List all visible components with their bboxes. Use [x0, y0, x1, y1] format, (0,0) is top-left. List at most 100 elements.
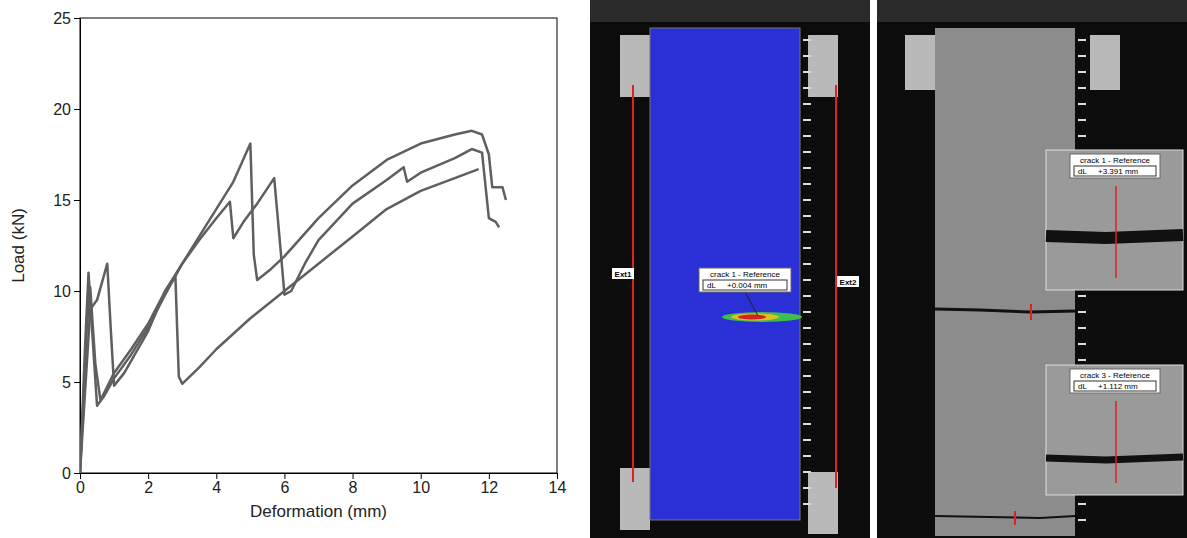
ruler-tick — [1078, 327, 1086, 329]
ruler-tick — [1078, 103, 1086, 105]
y-tick: 15 — [53, 192, 80, 209]
callout-key: dL — [1078, 382, 1087, 391]
ruler-tick — [803, 199, 811, 201]
inset-crack — [1046, 235, 1183, 238]
page: 024681012140510152025Deformation (mm)Loa… — [0, 0, 1187, 538]
callout-box — [1070, 154, 1160, 178]
callout-value: +1.112 mm — [1098, 382, 1138, 391]
x-tick: 12 — [480, 473, 498, 496]
callout-value-box — [703, 280, 787, 290]
x-tick: 8 — [349, 473, 358, 496]
ruler-tick — [803, 167, 811, 169]
ruler-tick — [803, 487, 811, 489]
ruler-tick — [803, 135, 811, 137]
ruler-tick — [803, 455, 811, 457]
ruler-tick — [1078, 135, 1086, 137]
ruler-tick — [803, 407, 811, 409]
callout-title: crack 1 - Reference — [1080, 156, 1150, 165]
x-tick-label: 12 — [480, 479, 498, 496]
y-tick-mark — [74, 200, 80, 201]
ruler-tick — [803, 343, 811, 345]
crack — [935, 309, 1075, 312]
callout-key: dL — [707, 281, 716, 290]
y-tick-label: 0 — [62, 465, 71, 482]
crack-strain-peak — [738, 315, 766, 320]
grip — [905, 35, 935, 90]
inset-crack — [1046, 457, 1183, 460]
x-tick: 2 — [144, 473, 153, 496]
ruler-tick — [803, 247, 811, 249]
y-tick: 0 — [62, 465, 80, 482]
plot-area — [80, 131, 506, 473]
y-tick: 10 — [53, 283, 80, 300]
y-tick-mark — [74, 291, 80, 292]
callout-title: crack 1 - Reference — [710, 270, 780, 279]
y-tick-label: 10 — [53, 283, 71, 300]
ruler-tick — [803, 183, 811, 185]
callout-value-box — [1074, 381, 1156, 391]
ruler-tick — [803, 327, 811, 329]
y-axis: 0510152025 — [53, 10, 80, 482]
x-tick-label: 2 — [144, 479, 153, 496]
ruler-tick — [803, 391, 811, 393]
ruler-tick — [1078, 359, 1086, 361]
callout-value: +3.391 mm — [1098, 167, 1139, 176]
y-tick: 20 — [53, 101, 80, 118]
x-tick: 10 — [412, 473, 430, 496]
y-tick-label: 15 — [53, 192, 71, 209]
ruler-tick — [1078, 343, 1086, 345]
y-tick-mark — [74, 382, 80, 383]
grip — [808, 472, 838, 534]
callout: crack 1 - ReferencedL+0.004 mm — [699, 268, 791, 292]
ruler-tick — [1078, 295, 1086, 297]
y-tick-mark — [74, 18, 80, 19]
ruler-tick — [1078, 39, 1086, 41]
x-tick-mark — [353, 473, 354, 479]
x-tick: 6 — [280, 473, 289, 496]
ruler-tick — [803, 39, 811, 41]
ruler-tick — [803, 439, 811, 441]
callout-box — [699, 268, 791, 292]
ruler-tick — [803, 55, 811, 57]
ruler-tick — [803, 295, 811, 297]
inset-frame — [1046, 365, 1183, 495]
x-tick-label: 6 — [280, 479, 289, 496]
x-tick-mark — [216, 473, 217, 479]
callout-title: crack 3 - Reference — [1080, 371, 1150, 380]
ruler-tick — [803, 263, 811, 265]
ruler-tick — [1078, 55, 1086, 57]
y-axis-title: Load (kN) — [9, 208, 28, 283]
extensometer — [835, 85, 837, 488]
x-tick-label: 4 — [212, 479, 221, 496]
x-axis-title: Deformation (mm) — [250, 502, 387, 521]
x-tick-mark — [148, 473, 149, 479]
callout: crack 1 - Reference dL +3.391 mm — [1070, 154, 1160, 178]
x-axis-line — [81, 474, 558, 480]
ruler-tick — [1078, 71, 1086, 73]
y-tick-label: 25 — [53, 10, 71, 27]
photo-dic: Ext1Ext2crack 1 - ReferencedL+0.004 mm — [590, 0, 870, 538]
crack-gauge — [1014, 511, 1016, 525]
ruler-tick — [803, 279, 811, 281]
photo-background — [877, 0, 1187, 538]
x-tick: 4 — [212, 473, 221, 496]
y-tick-label: 20 — [53, 101, 71, 118]
ruler-tick — [803, 87, 811, 89]
photo-cracks: crack 1 - Reference dL +3.391 mm crack 3 - … — [877, 0, 1187, 538]
ruler-tick — [1078, 87, 1086, 89]
extensometer-label-box — [612, 268, 634, 279]
ruler-tick — [803, 423, 811, 425]
ruler-tick — [803, 103, 811, 105]
inset: crack 3 - Reference dL +1.112 mm — [1046, 365, 1183, 495]
ruler-tick — [803, 375, 811, 377]
x-tick-mark — [284, 473, 285, 479]
top-plate — [877, 0, 1187, 22]
ruler-tick — [803, 503, 811, 505]
callout-key: dL — [1078, 167, 1087, 176]
x-tick-label: 14 — [549, 479, 567, 496]
x-tick: 14 — [549, 473, 567, 496]
extensometer-label: Ext1 — [615, 270, 632, 279]
grip — [620, 35, 650, 97]
inset: crack 1 - Reference dL +3.391 mm — [1046, 150, 1183, 290]
grip — [808, 35, 838, 97]
